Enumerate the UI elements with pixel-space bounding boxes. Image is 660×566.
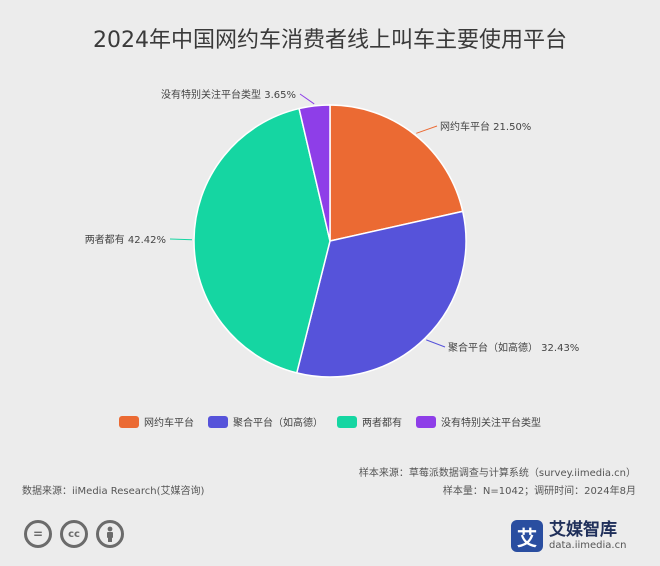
data-label-both: 两者都有 42.42% <box>85 233 166 246</box>
brand-mark: 艾 <box>511 520 543 552</box>
pie-slice-aggregator[interactable] <box>295 210 467 378</box>
legend-label: 两者都有 <box>362 418 402 429</box>
pie-slice-ride-hailing[interactable] <box>329 104 464 242</box>
leader-line-both <box>169 238 193 241</box>
leader-line-aggregator <box>426 339 446 348</box>
license-badges: = cc <box>24 520 124 548</box>
data-label-ride-hailing: 网约车平台 21.50% <box>440 120 531 133</box>
equals-icon: = <box>24 520 52 548</box>
pie-slice-both[interactable] <box>193 107 331 374</box>
brand-name: 艾媒智库 <box>549 520 617 541</box>
legend-item-no-preference[interactable]: 没有特别关注平台类型 <box>416 414 541 429</box>
chart-legend: 网约车平台 聚合平台（如高德） 两者都有 没有特别关注平台类型 <box>0 414 660 429</box>
cc-icon: cc <box>60 520 88 548</box>
legend-label: 没有特别关注平台类型 <box>441 418 541 429</box>
data-label-aggregator: 聚合平台（如高德） 32.43% <box>448 341 579 354</box>
leader-line-ride-hailing <box>416 125 438 134</box>
legend-item-ride-hailing[interactable]: 网约车平台 <box>119 414 194 429</box>
person-icon <box>96 520 124 548</box>
data-source: 数据来源：iiMedia Research(艾媒咨询) <box>22 486 205 497</box>
brand-url: data.iimedia.cn <box>549 539 627 551</box>
person-glyph <box>107 526 113 542</box>
legend-swatch <box>119 415 139 428</box>
pie-slice-no-preference[interactable] <box>298 104 331 242</box>
legend-label: 网约车平台 <box>144 418 194 429</box>
legend-label: 聚合平台（如高德） <box>233 418 323 429</box>
leader-line-no-preference <box>299 93 315 105</box>
legend-item-both[interactable]: 两者都有 <box>337 414 402 429</box>
sample-size: 样本量：N=1042；调研时间：2024年8月 <box>442 486 636 497</box>
pie-chart: 网约车平台 21.50% 聚合平台（如高德） 32.43% 两者都有 42.42% 没… <box>85 88 579 378</box>
legend-swatch <box>416 415 436 428</box>
legend-item-aggregator[interactable]: 聚合平台（如高德） <box>208 414 323 429</box>
data-label-no-preference: 没有特别关注平台类型 3.65% <box>161 88 296 101</box>
sample-source: 样本来源：草莓派数据调查与计算系统（survey.iimedia.cn） <box>358 468 636 479</box>
brand-logo: 艾 艾媒智库 data.iimedia.cn <box>511 520 626 552</box>
legend-swatch <box>208 415 228 428</box>
legend-swatch <box>337 415 357 428</box>
chart-title: 2024年中国网约车消费者线上叫车主要使用平台 <box>93 28 567 53</box>
